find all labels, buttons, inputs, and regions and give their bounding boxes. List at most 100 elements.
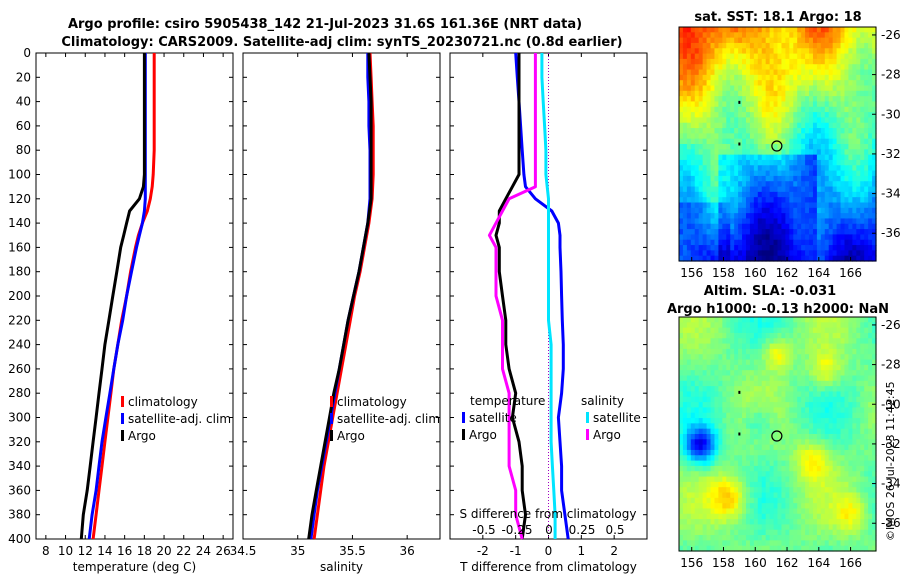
map-cell [789, 154, 794, 161]
map-cell [801, 434, 806, 440]
map-cell [749, 255, 755, 262]
map-cell [765, 492, 771, 499]
map-cell [757, 487, 763, 494]
map-cell [781, 186, 786, 193]
map-cell [726, 58, 731, 65]
map-cell [682, 122, 688, 129]
x-tick-label: 20 [156, 544, 171, 558]
map-cell [781, 202, 786, 209]
map-cell [816, 245, 822, 251]
map-cell [805, 138, 810, 145]
map-cell [702, 207, 708, 214]
map-cell [777, 69, 783, 76]
map-cell [793, 58, 798, 65]
map-cell [840, 348, 846, 355]
map-cell [765, 255, 771, 262]
map-cell [757, 27, 763, 33]
map-cell [816, 207, 822, 214]
map-cell [856, 234, 861, 241]
map-cell [694, 418, 700, 424]
map-cell [856, 42, 861, 49]
map-cell [710, 234, 716, 241]
map-cell [745, 144, 751, 150]
map-cell [820, 191, 826, 198]
map-cell [793, 348, 798, 355]
map-cell [840, 503, 846, 510]
map-cell [793, 229, 798, 236]
map-cell [832, 58, 838, 65]
map-cell [742, 391, 747, 398]
map-cell [820, 519, 826, 526]
map-cell [738, 444, 743, 451]
map-cell [860, 213, 865, 220]
map-cell [856, 471, 861, 478]
map-cell [840, 245, 846, 251]
map-cell [809, 476, 814, 483]
map-cell [848, 375, 853, 382]
map-cell [769, 106, 775, 113]
map-cell [781, 492, 786, 499]
map-cell [872, 37, 877, 44]
map-cell [844, 101, 850, 108]
map-cell [805, 471, 810, 478]
map-cell [809, 513, 814, 520]
map-cell [872, 332, 877, 339]
map-cell [844, 455, 850, 462]
map-cell [809, 234, 814, 241]
map-cell [773, 245, 779, 251]
map-cell [836, 202, 842, 209]
map-cell [726, 202, 731, 209]
map-cell [781, 418, 786, 424]
map-cell [718, 380, 723, 387]
map-cell [686, 428, 692, 435]
map-cell [753, 69, 759, 76]
map-cell [824, 343, 830, 350]
map-cell [868, 471, 873, 478]
map-cell [852, 317, 857, 323]
map-cell [686, 96, 692, 103]
map-cell [706, 513, 712, 520]
map-cell [738, 380, 743, 387]
map-cell [832, 386, 838, 393]
difference-panel: -2 -1 0 1 2T difference from climatologytemp… [449, 52, 648, 574]
map-cell [679, 53, 684, 60]
map-cell [734, 492, 739, 499]
map-cell [836, 175, 842, 182]
map-cell [698, 386, 704, 393]
map-cell [832, 444, 838, 451]
map-cell [726, 439, 731, 446]
map-cell [805, 96, 810, 103]
map-cell [816, 53, 822, 60]
map-cell [745, 128, 751, 134]
map-cell [690, 386, 696, 393]
map-cell [742, 513, 747, 520]
y-tick-label: 120 [8, 192, 31, 206]
map-cell [682, 85, 688, 92]
map-cell [820, 317, 826, 323]
map-cell [820, 85, 826, 92]
map-cell [816, 412, 822, 419]
map-cell [809, 524, 814, 531]
map-cell [706, 439, 712, 446]
map-cell [856, 170, 861, 177]
map-cell [745, 343, 751, 350]
map-cell [730, 370, 735, 377]
map-cell [860, 535, 865, 541]
map-cell [757, 48, 763, 55]
map-cell [742, 181, 747, 188]
map-cell [726, 535, 731, 541]
map-cell [832, 74, 838, 81]
map-cell [816, 90, 822, 97]
map-cell [797, 444, 802, 451]
map-cell [753, 540, 759, 547]
map-cell [706, 229, 712, 236]
map-cell [753, 170, 759, 177]
map-cell [749, 423, 755, 430]
map-cell [840, 375, 846, 382]
map-cell [801, 165, 806, 172]
map-cell [761, 218, 767, 225]
map-cell [852, 465, 857, 472]
map-cell [698, 64, 704, 71]
map-cell [742, 175, 747, 182]
map-cell [679, 460, 684, 467]
